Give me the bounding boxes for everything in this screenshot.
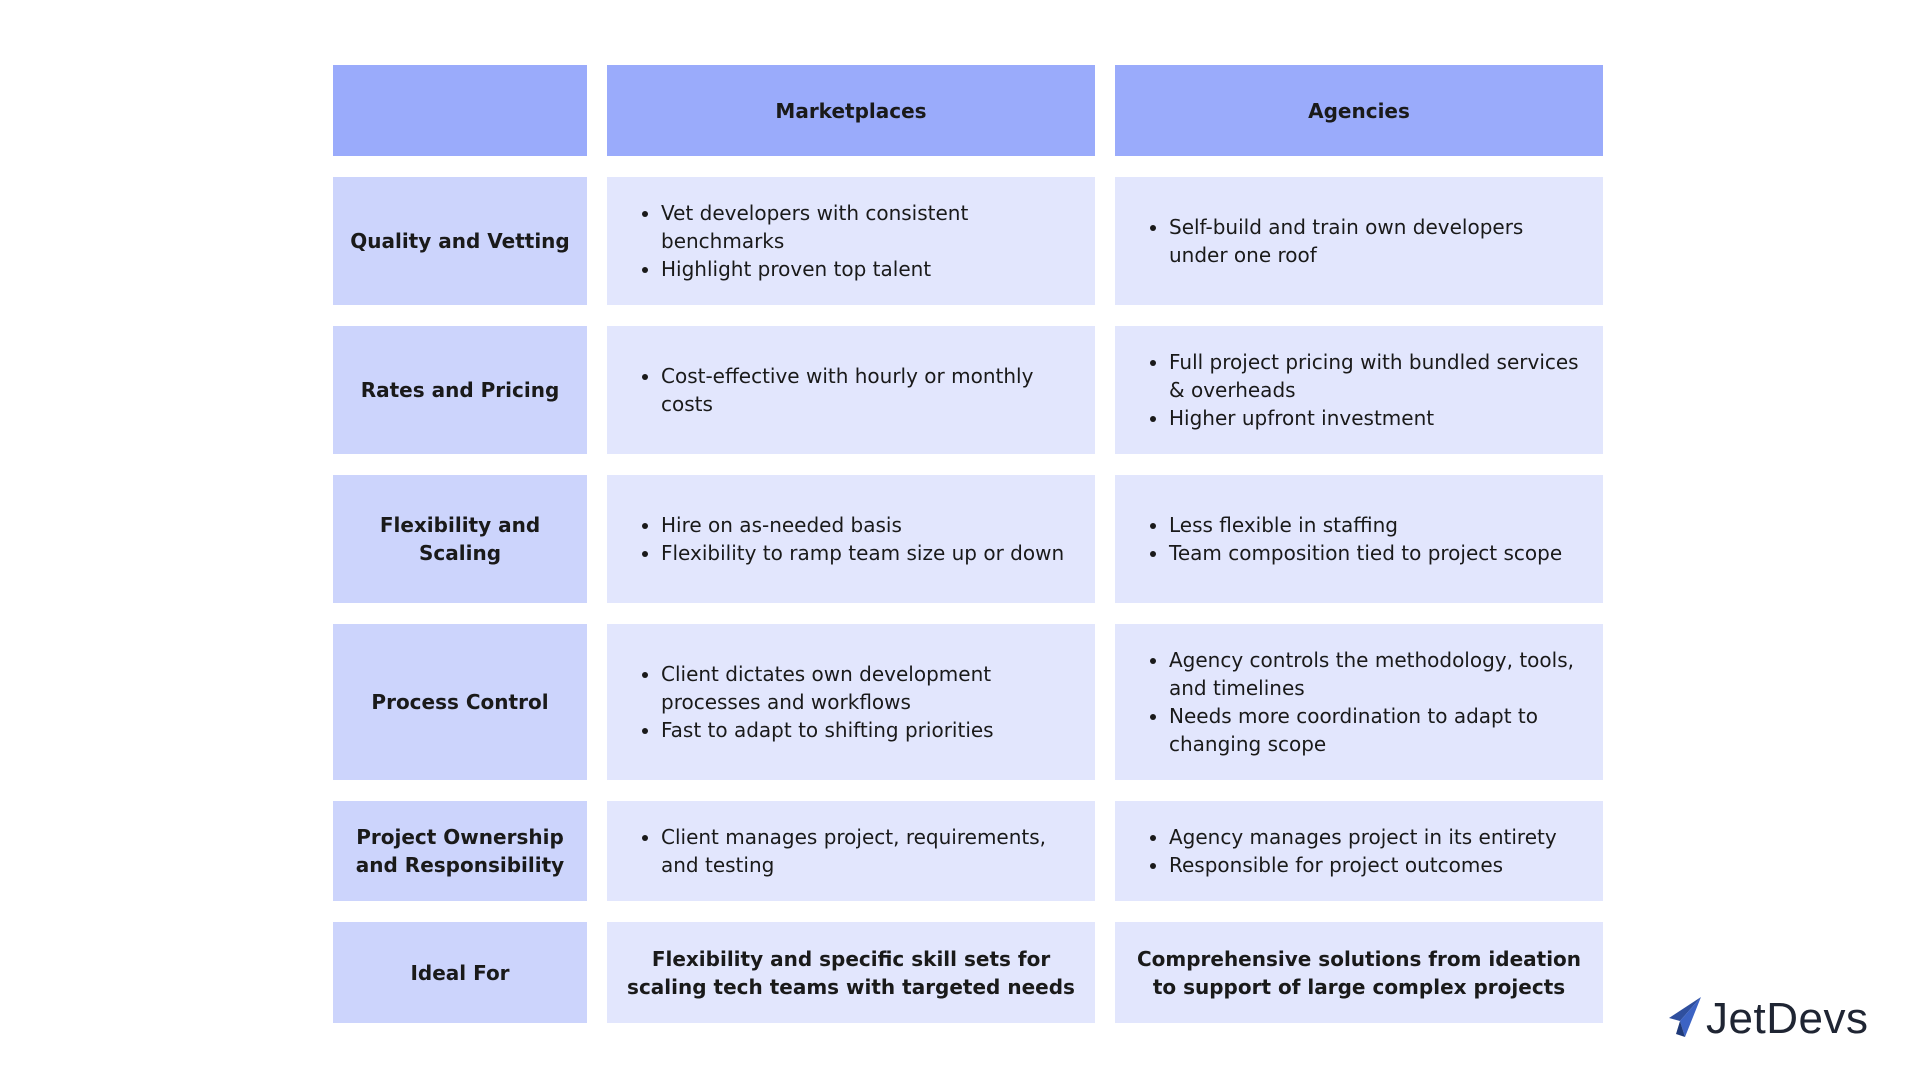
header-marketplaces: Marketplaces: [607, 65, 1095, 156]
brand-logo: JetDevs: [1668, 994, 1868, 1044]
cell-marketplaces-ideal: Flexibility and specific skill sets for …: [607, 922, 1095, 1023]
list-item: Team composition tied to project scope: [1169, 539, 1562, 567]
row-label-process-control: Process Control: [333, 624, 587, 780]
bullet-list: Vet developers with consistent benchmark…: [627, 199, 1077, 283]
header-agencies: Agencies: [1115, 65, 1603, 156]
comparison-table: Marketplaces Agencies Quality and Vettin…: [333, 65, 1603, 1023]
list-item: Needs more coordination to adapt to chan…: [1169, 702, 1585, 758]
list-item: Responsible for project outcomes: [1169, 851, 1557, 879]
header-empty-cell: [333, 65, 587, 156]
bullet-list: Client manages project, requirements, an…: [627, 823, 1077, 879]
bullet-list: Hire on as-needed basis Flexibility to r…: [627, 511, 1064, 567]
list-item: Vet developers with consistent benchmark…: [661, 199, 1077, 255]
list-item: Agency manages project in its entirety: [1169, 823, 1557, 851]
list-item: Less flexible in staffing: [1169, 511, 1562, 539]
bullet-list: Less flexible in staffing Team compositi…: [1135, 511, 1562, 567]
bullet-list: Agency controls the methodology, tools, …: [1135, 646, 1585, 758]
brand-name: JetDevs: [1706, 994, 1869, 1043]
bullet-list: Cost-effective with hourly or monthly co…: [627, 362, 1077, 418]
cell-marketplaces-ownership: Client manages project, requirements, an…: [607, 801, 1095, 901]
list-item: Agency controls the methodology, tools, …: [1169, 646, 1585, 702]
row-label-flexibility-scaling: Flexibility and Scaling: [333, 475, 587, 603]
cell-agencies-ownership: Agency manages project in its entirety R…: [1115, 801, 1603, 901]
row-label-rates-pricing: Rates and Pricing: [333, 326, 587, 454]
bullet-list: Full project pricing with bundled servic…: [1135, 348, 1585, 432]
cell-marketplaces-process: Client dictates own development processe…: [607, 624, 1095, 780]
list-item: Fast to adapt to shifting priorities: [661, 716, 1077, 744]
cell-marketplaces-quality: Vet developers with consistent benchmark…: [607, 177, 1095, 305]
list-item: Flexibility to ramp team size up or down: [661, 539, 1064, 567]
cell-marketplaces-rates: Cost-effective with hourly or monthly co…: [607, 326, 1095, 454]
list-item: Self-build and train own developers unde…: [1169, 213, 1585, 269]
bullet-list: Agency manages project in its entirety R…: [1135, 823, 1557, 879]
header-marketplaces-label: Marketplaces: [775, 98, 927, 123]
cell-agencies-quality: Self-build and train own developers unde…: [1115, 177, 1603, 305]
bullet-list: Self-build and train own developers unde…: [1135, 213, 1585, 269]
list-item: Higher upfront investment: [1169, 404, 1585, 432]
list-item: Full project pricing with bundled servic…: [1169, 348, 1585, 404]
cell-agencies-flexibility: Less flexible in staffing Team compositi…: [1115, 475, 1603, 603]
cell-agencies-ideal: Comprehensive solutions from ideation to…: [1115, 922, 1603, 1023]
header-agencies-label: Agencies: [1308, 98, 1410, 123]
list-item: Hire on as-needed basis: [661, 511, 1064, 539]
row-label-ideal-for: Ideal For: [333, 922, 587, 1023]
cell-agencies-process: Agency controls the methodology, tools, …: [1115, 624, 1603, 780]
list-item: Client dictates own development processe…: [661, 660, 1077, 716]
paper-plane-icon: [1668, 996, 1702, 1042]
cell-marketplaces-flexibility: Hire on as-needed basis Flexibility to r…: [607, 475, 1095, 603]
row-label-quality-vetting: Quality and Vetting: [333, 177, 587, 305]
list-item: Client manages project, requirements, an…: [661, 823, 1077, 879]
list-item: Highlight proven top talent: [661, 255, 1077, 283]
list-item: Cost-effective with hourly or monthly co…: [661, 362, 1077, 418]
bullet-list: Client dictates own development processe…: [627, 660, 1077, 744]
row-label-project-ownership: Project Ownership and Responsibility: [333, 801, 587, 901]
cell-agencies-rates: Full project pricing with bundled servic…: [1115, 326, 1603, 454]
